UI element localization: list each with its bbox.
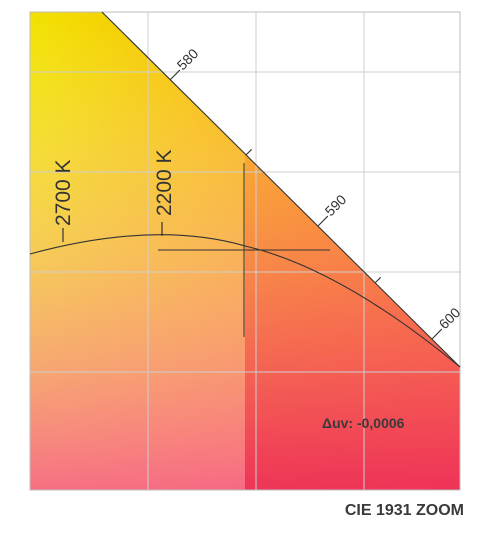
grid xyxy=(30,12,460,490)
wavelength-tick-label: 600 xyxy=(436,304,464,332)
wavelength-tick-label: 580 xyxy=(174,45,202,73)
diagram-caption: CIE 1931 ZOOM xyxy=(344,502,464,519)
wavelength-tick xyxy=(245,148,252,156)
isotherm-2200k-label: 2200 K xyxy=(153,149,176,216)
wavelength-tick xyxy=(431,328,443,340)
delta-uv-readout: Δuv: -0,0006 xyxy=(322,415,405,431)
planckian-locus xyxy=(29,234,461,368)
wavelength-tick xyxy=(317,215,329,227)
wavelength-tick xyxy=(374,276,381,284)
wavelength-tick-label: 590 xyxy=(322,191,350,219)
isotherm-2700k-label: 2700 K xyxy=(52,159,75,226)
spectral-locus xyxy=(101,11,461,368)
measured-point-crosshair xyxy=(158,163,330,337)
wavelength-tick xyxy=(169,69,181,81)
plot-frame xyxy=(29,11,461,491)
